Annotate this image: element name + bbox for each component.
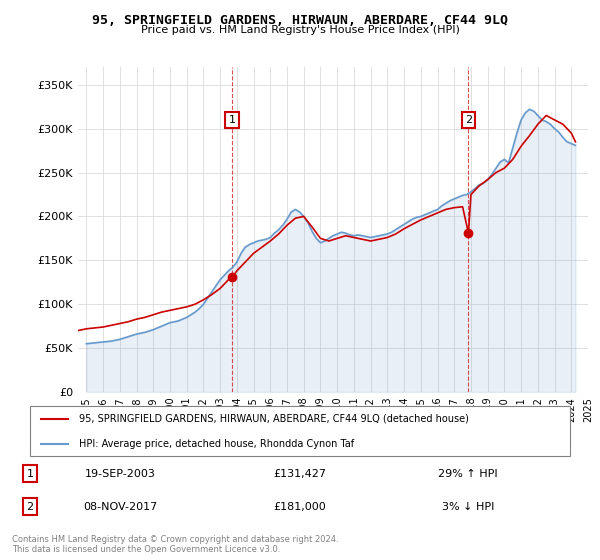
Text: HPI: Average price, detached house, Rhondda Cynon Taf: HPI: Average price, detached house, Rhon… xyxy=(79,439,354,449)
Text: 95, SPRINGFIELD GARDENS, HIRWAUN, ABERDARE, CF44 9LQ: 95, SPRINGFIELD GARDENS, HIRWAUN, ABERDA… xyxy=(92,14,508,27)
Text: £181,000: £181,000 xyxy=(274,502,326,511)
Text: Contains HM Land Registry data © Crown copyright and database right 2024.
This d: Contains HM Land Registry data © Crown c… xyxy=(12,535,338,554)
Text: £131,427: £131,427 xyxy=(274,469,326,479)
Text: 1: 1 xyxy=(229,115,236,125)
Text: 2: 2 xyxy=(26,502,34,511)
Text: 29% ↑ HPI: 29% ↑ HPI xyxy=(438,469,498,479)
Text: 95, SPRINGFIELD GARDENS, HIRWAUN, ABERDARE, CF44 9LQ (detached house): 95, SPRINGFIELD GARDENS, HIRWAUN, ABERDA… xyxy=(79,414,469,423)
Text: Price paid vs. HM Land Registry's House Price Index (HPI): Price paid vs. HM Land Registry's House … xyxy=(140,25,460,35)
Text: 1: 1 xyxy=(26,469,34,479)
Text: 19-SEP-2003: 19-SEP-2003 xyxy=(85,469,155,479)
Text: 08-NOV-2017: 08-NOV-2017 xyxy=(83,502,157,511)
Text: 3% ↓ HPI: 3% ↓ HPI xyxy=(442,502,494,511)
Text: 2: 2 xyxy=(465,115,472,125)
FancyBboxPatch shape xyxy=(30,406,570,456)
